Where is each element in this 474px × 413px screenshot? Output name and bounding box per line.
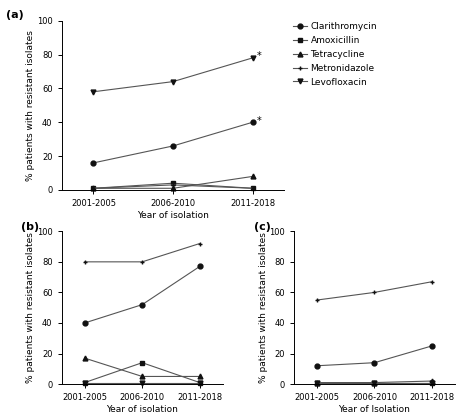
Y-axis label: % patients with resistant isolates: % patients with resistant isolates xyxy=(27,232,36,383)
Text: (b): (b) xyxy=(21,222,39,232)
X-axis label: Year of isolation: Year of isolation xyxy=(106,405,178,413)
Text: *: * xyxy=(256,51,261,61)
Text: (c): (c) xyxy=(254,222,271,232)
Text: (a): (a) xyxy=(6,10,24,21)
X-axis label: Year of Isolation: Year of Isolation xyxy=(338,405,410,413)
Text: *: * xyxy=(256,116,261,126)
Y-axis label: % patients with resistant isolates: % patients with resistant isolates xyxy=(27,30,36,181)
Y-axis label: % patients with resistant isolates: % patients with resistant isolates xyxy=(259,232,268,383)
X-axis label: Year of isolation: Year of isolation xyxy=(137,211,209,220)
Legend: Clarithromycin, Amoxicillin, Tetracycline, Metronidazole, Levofloxacin: Clarithromycin, Amoxicillin, Tetracyclin… xyxy=(293,22,377,87)
